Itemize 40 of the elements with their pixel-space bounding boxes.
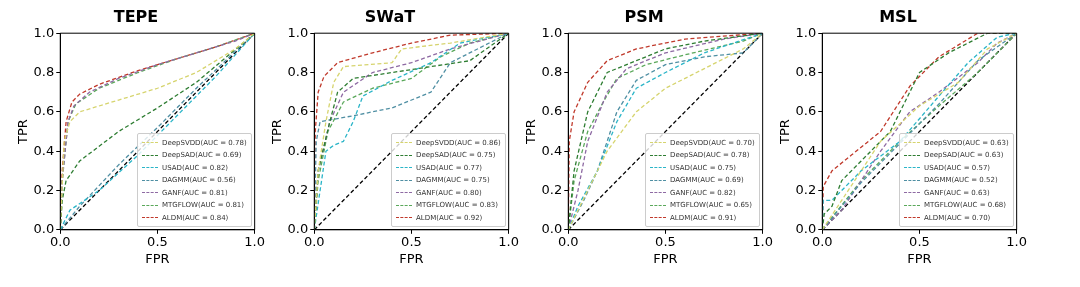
y-tick-label: 0.2 xyxy=(795,181,817,197)
x-axis-title: FPR xyxy=(399,250,424,266)
y-tick-label: 0.2 xyxy=(33,181,55,197)
y-tick-label: 0.6 xyxy=(287,103,309,119)
chart-title: MSL xyxy=(879,6,917,26)
y-tick-label: 1.0 xyxy=(287,24,309,40)
y-tick-label: 0.4 xyxy=(541,142,563,158)
x-axis-title: FPR xyxy=(907,250,932,266)
y-axis-title: TPR xyxy=(269,119,285,145)
y-axis-title: TPR xyxy=(523,119,539,145)
y-tick-label: 0.6 xyxy=(541,103,563,119)
y-tick-label: 0.6 xyxy=(795,103,817,119)
y-tick-label: 0.8 xyxy=(287,63,309,79)
y-tick-label: 1.0 xyxy=(541,24,563,40)
chart-title: PSM xyxy=(624,6,664,26)
x-tick-label: 0.5 xyxy=(401,233,422,249)
y-axis-title: TPR xyxy=(777,119,793,145)
x-tick-label: 0.5 xyxy=(655,233,676,249)
y-tick-label: 1.0 xyxy=(795,24,817,40)
y-tick-label: 0.8 xyxy=(33,63,55,79)
y-tick-label: 0.2 xyxy=(287,181,309,197)
x-tick-label: 0.5 xyxy=(909,233,930,249)
y-tick-label: 0.4 xyxy=(33,142,55,158)
x-tick-label: 1.0 xyxy=(244,233,266,249)
x-axis-title: FPR xyxy=(145,250,170,266)
x-tick-label: 1.0 xyxy=(752,233,774,249)
x-tick-label: 1.0 xyxy=(498,233,520,249)
y-tick-label: 0.4 xyxy=(287,142,309,158)
y-tick-label: 0.2 xyxy=(541,181,563,197)
x-axis-title: FPR xyxy=(653,250,678,266)
y-tick-label: 0.6 xyxy=(33,103,55,119)
y-tick-label: 1.0 xyxy=(33,24,55,40)
y-tick-label: 0.8 xyxy=(795,63,817,79)
y-tick-label: 0.8 xyxy=(541,63,563,79)
chart-title: TEPE xyxy=(113,6,159,26)
chart-title: SWaT xyxy=(364,6,416,26)
y-tick-label: 0.4 xyxy=(795,142,817,158)
y-axis-title: TPR xyxy=(15,119,31,145)
x-tick-label: 1.0 xyxy=(1006,233,1028,249)
x-tick-label: 0.5 xyxy=(147,233,168,249)
